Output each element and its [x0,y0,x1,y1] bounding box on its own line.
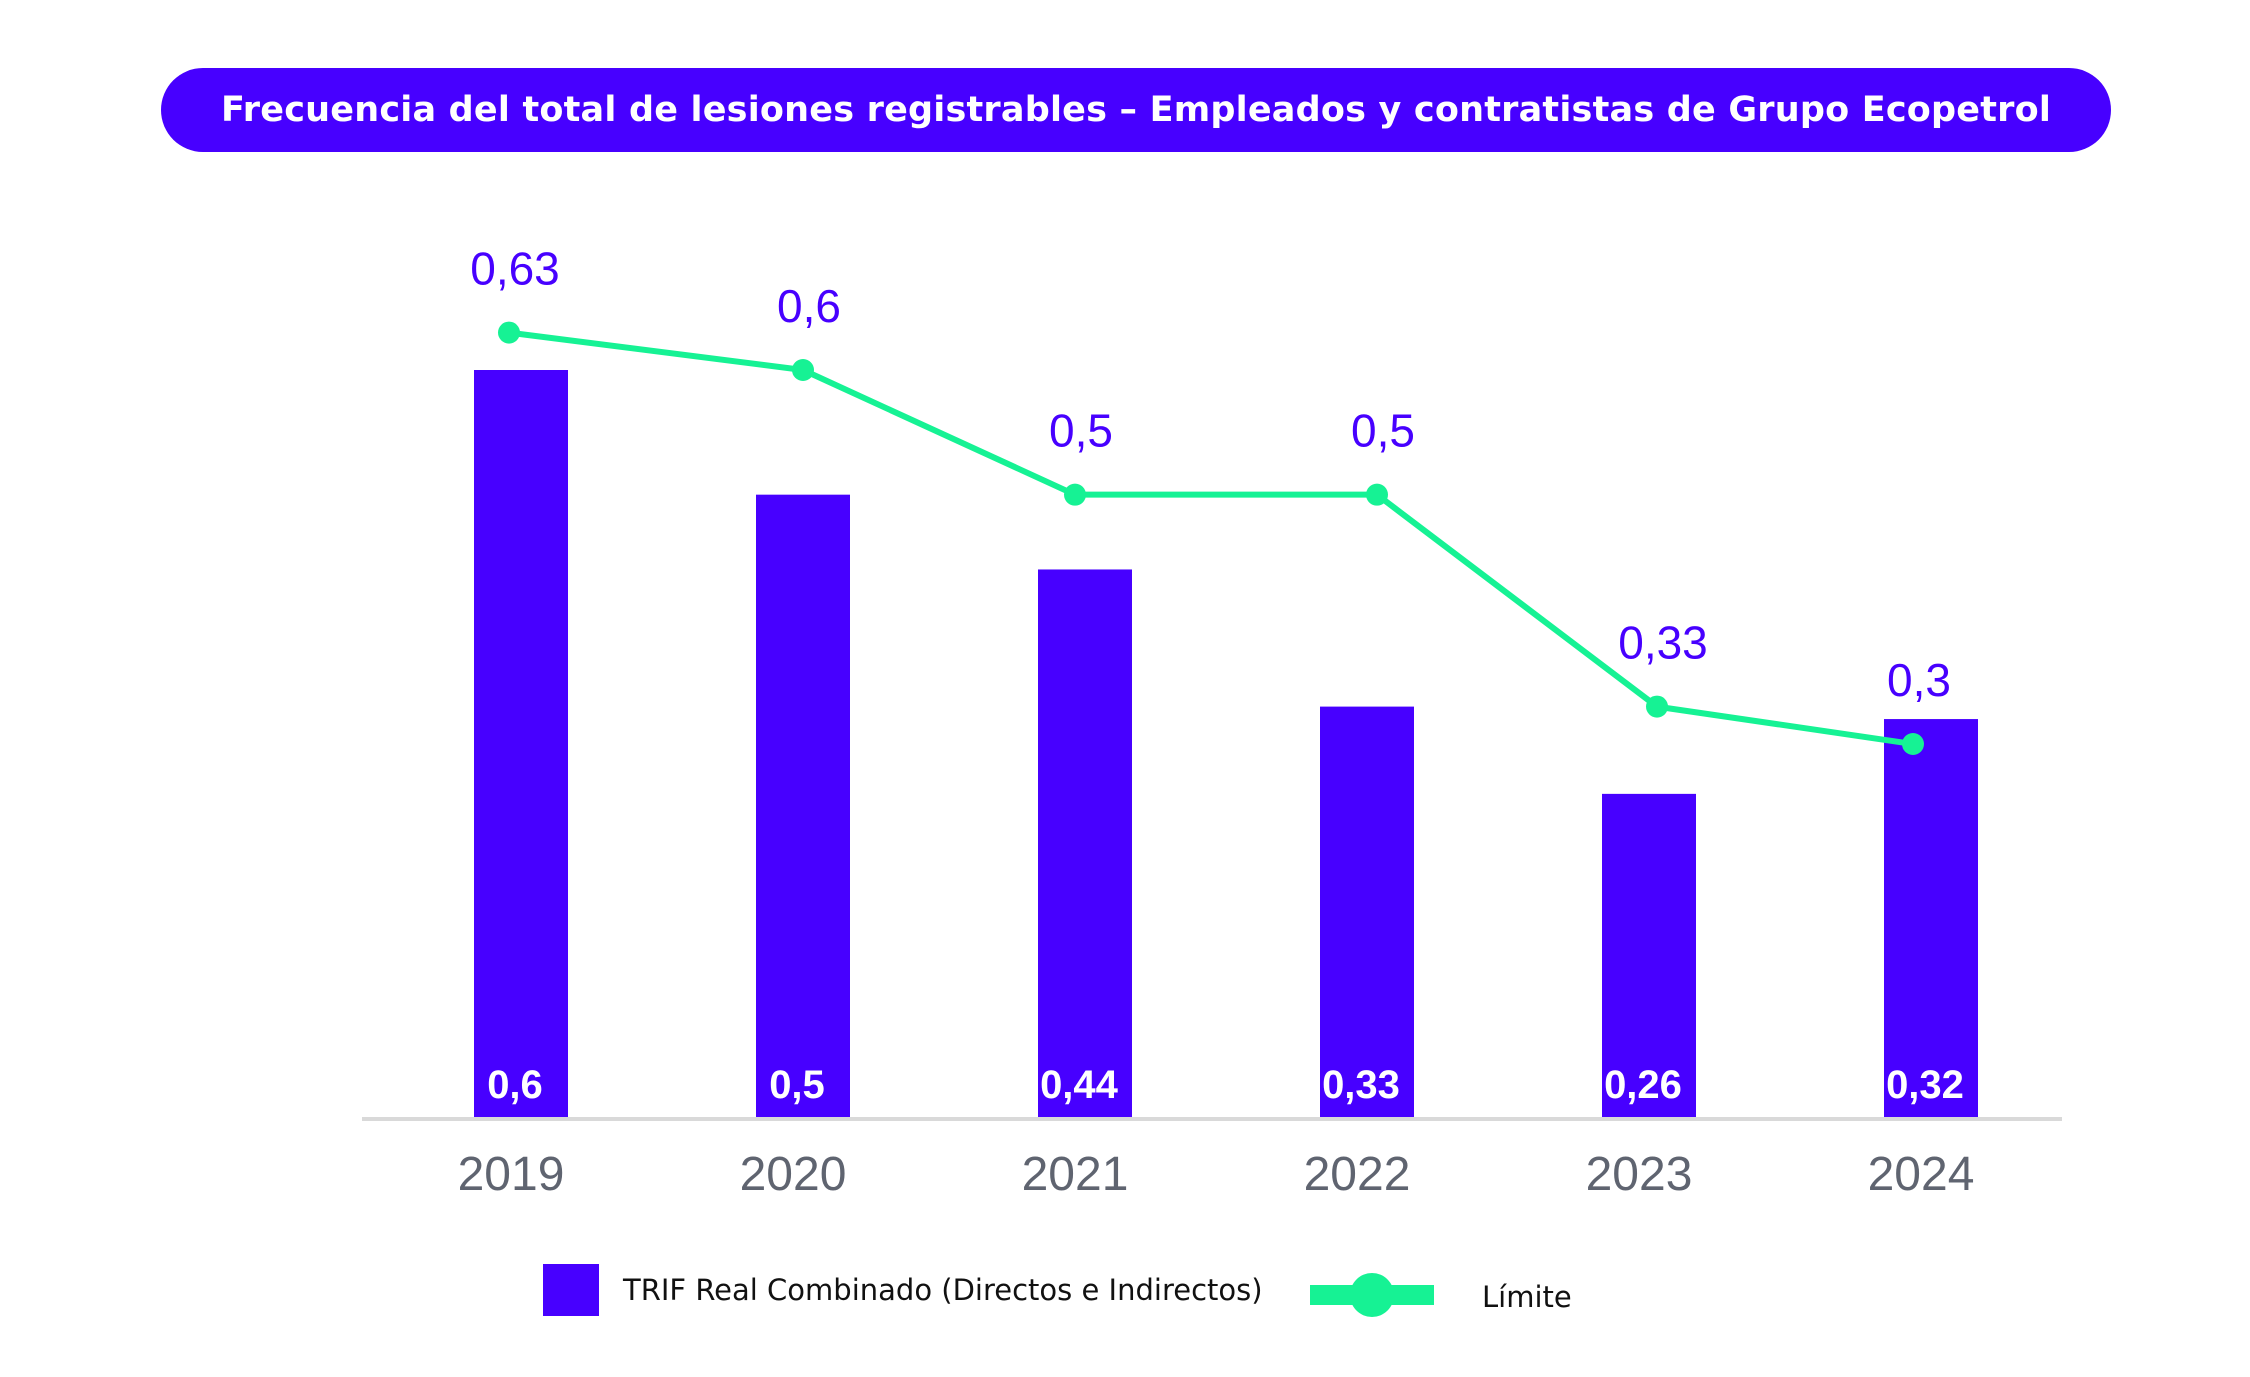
bar-value-label-2024: 0,32 [1886,1063,1964,1107]
bar-value-label-2020: 0,5 [769,1063,825,1107]
limit-point-2022 [1366,483,1388,506]
bar-2020 [756,494,850,1119]
limit-point-2024 [1902,733,1924,755]
bar-value-label-2019: 0,6 [487,1063,543,1107]
bar-value-label-2023: 0,26 [1604,1063,1682,1107]
line-series [498,321,1924,755]
limit-point-2023 [1646,695,1668,718]
legend-bar-label: TRIF Real Combinado (Directos e Indirect… [623,1273,1263,1307]
x-tick-label-2022: 2022 [1304,1148,1411,1201]
limit-line [506,329,1916,747]
limit-value-label-2021: 0,5 [1049,405,1113,457]
chart-title-banner: Frecuencia del total de lesiones registr… [161,68,2111,152]
bar-2023 [1602,793,1696,1118]
bar-value-label-2021: 0,44 [1040,1063,1119,1107]
bar-value-label-2022: 0,33 [1322,1063,1400,1107]
legend-item-line: Límite [1310,1260,1572,1320]
bar-2019 [474,370,568,1118]
x-tick-label-2020: 2020 [740,1148,847,1201]
limit-value-label-2022: 0,5 [1351,405,1415,457]
legend-bar-swatch [543,1264,599,1316]
legend-item-bars: TRIF Real Combinado (Directos e Indirect… [543,1260,1263,1320]
limit-value-label-2023: 0,33 [1618,617,1708,669]
limit-value-label-2024: 0,3 [1887,654,1951,706]
limit-point-2020 [792,359,814,381]
limit-value-label-2019: 0,63 [470,243,560,295]
x-axis-ticks: 2019 2020 2021 2022 2023 2024 [458,1148,1975,1201]
bar-series [474,370,1978,1119]
x-tick-label-2024: 2024 [1868,1148,1975,1201]
limit-value-label-2020: 0,6 [777,280,841,332]
chart-title: Frecuencia del total de lesiones registr… [220,90,2052,130]
bar-2024 [1884,719,1978,1118]
limit-point-2021 [1064,483,1086,506]
x-tick-label-2021: 2021 [1022,1148,1129,1201]
legend-line-swatch [1310,1273,1434,1317]
bar-2022 [1320,706,1414,1118]
line-value-labels: 0,63 0,6 0,5 0,5 0,33 0,3 [470,243,1951,706]
x-tick-label-2023: 2023 [1586,1148,1693,1201]
legend-line-label: Límite [1482,1280,1572,1314]
limit-point-2019 [498,321,520,344]
x-tick-label-2019: 2019 [458,1148,565,1201]
bar-value-labels: 0,6 0,5 0,44 0,33 0,26 0,32 [487,1063,1964,1107]
bar-2021 [1038,569,1132,1118]
